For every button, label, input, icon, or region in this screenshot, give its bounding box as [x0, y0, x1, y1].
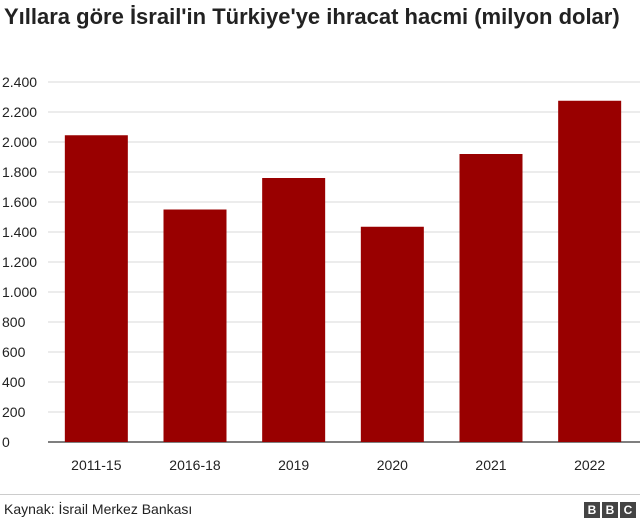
- y-tick-label: 1.000: [2, 284, 37, 300]
- y-axis-ticks: 0 200 400 600 800 1.000 1.200 1.400 1.600 1.800 2.…: [2, 74, 37, 450]
- x-tick-label: 2011-15: [71, 457, 122, 473]
- y-tick-label: 1.400: [2, 224, 37, 240]
- x-tick-label: 2020: [377, 457, 408, 473]
- logo-letter: C: [620, 502, 636, 518]
- y-tick-label: 2.200: [2, 104, 37, 120]
- y-tick-label: 400: [2, 374, 26, 390]
- y-tick-label: 200: [2, 404, 26, 420]
- chart-title: Yıllara göre İsrail'in Türkiye'ye ihraca…: [4, 4, 620, 29]
- bar-2019: [262, 178, 326, 442]
- bar-chart: 0 200 400 600 800 1.000 1.200 1.400 1.600 1.800 2.…: [2, 74, 640, 473]
- bar-2022: [558, 100, 622, 442]
- x-tick-label: 2022: [574, 457, 605, 473]
- bar-2020: [360, 226, 424, 442]
- y-tick-label: 1.600: [2, 194, 37, 210]
- x-tick-label: 2021: [475, 457, 506, 473]
- y-tick-label: 800: [2, 314, 26, 330]
- bar-2016-18: [163, 209, 227, 442]
- bar-2011-15: [64, 135, 128, 442]
- source-note: Kaynak: İsrail Merkez Bankası: [4, 501, 193, 517]
- y-tick-label: 0: [2, 434, 10, 450]
- bars: [64, 100, 622, 442]
- footer-divider: [0, 494, 640, 495]
- y-tick-label: 600: [2, 344, 26, 360]
- y-tick-label: 1.200: [2, 254, 37, 270]
- y-tick-label: 2.400: [2, 74, 37, 90]
- y-tick-label: 2.000: [2, 134, 37, 150]
- y-tick-label: 1.800: [2, 164, 37, 180]
- grid-lines: [48, 81, 640, 443]
- logo-letter: B: [584, 502, 600, 518]
- x-axis-ticks: 2011-15 2016-18 2019 2020 2021 2022: [71, 457, 605, 473]
- x-tick-label: 2019: [278, 457, 309, 473]
- logo-letter: B: [602, 502, 618, 518]
- bbc-logo: B B C: [584, 502, 636, 518]
- x-tick-label: 2016-18: [169, 457, 221, 473]
- bar-2021: [459, 154, 523, 442]
